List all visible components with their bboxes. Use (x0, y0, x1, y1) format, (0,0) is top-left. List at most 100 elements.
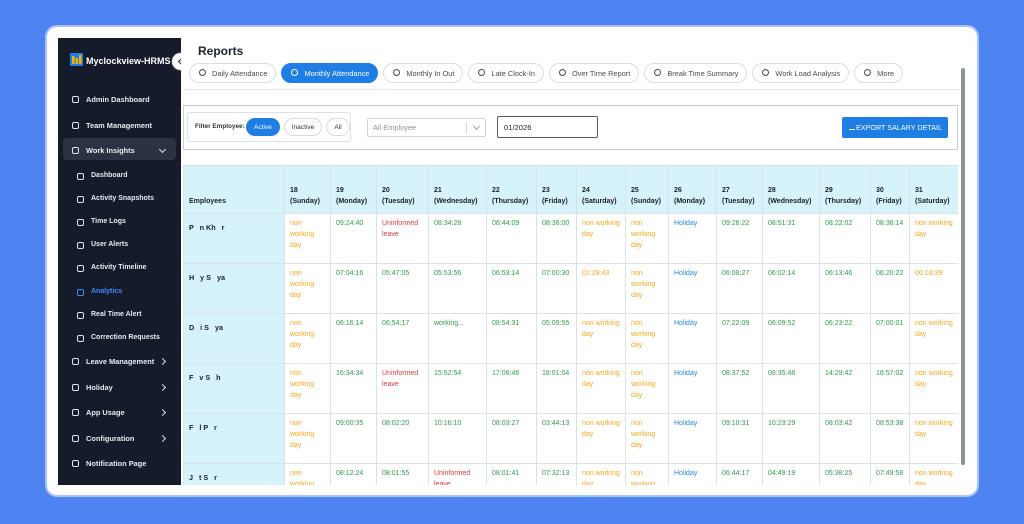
menu-item[interactable]: Notification Page (86, 459, 147, 469)
submenu-item[interactable]: Activity Timeline (91, 264, 147, 272)
attendance-cell: non working day (909, 463, 958, 485)
attendance-cell: 16:34:34 (330, 363, 377, 414)
filter-button[interactable]: Active (246, 118, 280, 136)
attendance-cell: 06:02:14 (762, 263, 820, 314)
header-cell: 28 (Wednesday) (762, 165, 820, 214)
tab[interactable]: Work Load Analysis (752, 63, 850, 83)
menu-item[interactable]: App Usage (86, 408, 125, 418)
header-weekday: (Tuesday) (382, 197, 415, 205)
attendance-cell: 07:32:13 (536, 463, 577, 485)
attendance-cell: 00:18:39 (909, 263, 958, 314)
attendance-cell: non working day (576, 413, 626, 464)
header-day: 30 (876, 187, 884, 194)
menu-item[interactable]: Work Insights (86, 146, 135, 155)
header-cell: Employees (183, 165, 285, 214)
menu-item[interactable]: Holiday (86, 382, 113, 392)
menu-item[interactable]: Admin Dashboard (86, 95, 150, 104)
header-weekday: (Monday) (336, 197, 368, 205)
header-weekday: (Monday) (674, 197, 706, 205)
attendance-cell: non working day (576, 313, 626, 364)
employee-select[interactable]: All Employee (367, 118, 486, 137)
header-cell: 21 (Wednesday) (428, 165, 487, 214)
filter-button[interactable]: All (326, 118, 350, 136)
attendance-cell: Uninformed leave (376, 363, 429, 414)
employee-name: P n Kh r (183, 213, 285, 264)
attendance-cell: 06:13:46 (819, 263, 871, 314)
month-value: 01/2026 (504, 122, 532, 132)
menu-item[interactable]: Team Management (86, 120, 152, 130)
header-cell: 30 (Friday) (870, 165, 910, 214)
header-day: 23 (542, 187, 550, 194)
attendance-cell: 01:28:43 (576, 263, 626, 314)
header-cell: 31 (Saturday) (909, 165, 958, 214)
attendance-cell: 06:44:17 (716, 463, 763, 485)
tab-icon (559, 69, 566, 76)
attendance-cell: non working day (576, 463, 626, 485)
month-input[interactable]: 01/2026 (497, 116, 598, 138)
select-value: All Employee (373, 123, 417, 132)
attendance-cell: Uninformed leave (376, 213, 429, 264)
menu-item[interactable]: Leave Management (86, 357, 155, 367)
attendance-cell: non working day (909, 413, 958, 464)
submenu-item[interactable]: Correction Requests (91, 333, 160, 341)
filter-bar: Filter Employee: Active Inactive All All E… (183, 105, 958, 150)
attendance-cell: non working day (625, 413, 669, 464)
attendance-cell: Holiday (668, 213, 717, 264)
export-button[interactable]: EXPORT SALARY DETAIL (842, 117, 948, 138)
submenu-item[interactable]: Time Logs (91, 217, 126, 225)
attendance-cell: 06:53:14 (486, 263, 537, 314)
menu-item[interactable]: Configuration (86, 433, 135, 443)
header-day: 26 (674, 187, 682, 194)
tab-icon (478, 69, 486, 76)
attendance-cell: 08:02:20 (376, 413, 429, 464)
tab[interactable]: Monthly Attendance (281, 63, 379, 83)
attendance-cell: Holiday (668, 413, 717, 464)
menu-icon (77, 311, 84, 319)
menu-icon (77, 172, 84, 180)
tab[interactable]: Daily Attendance (189, 63, 277, 83)
attendance-cell: non working day (625, 213, 669, 264)
submenu-item[interactable]: Activity Snapshots (91, 194, 155, 202)
tab[interactable]: Over Time Report (549, 63, 640, 83)
select-divider (466, 122, 467, 134)
header-cell: 18 (Sunday) (284, 165, 331, 214)
attendance-cell: non working day (284, 263, 331, 314)
header-day: 29 (825, 187, 833, 194)
submenu-item[interactable]: Real Time Alert (91, 310, 142, 318)
header-cell: 23 (Friday) (536, 165, 577, 214)
header-weekday: (Thursday) (825, 197, 862, 205)
attendance-cell: non working day (909, 213, 958, 264)
header-day: 27 (722, 187, 730, 194)
attendance-cell: 05:53:56 (428, 263, 487, 314)
tab[interactable]: Monthly In Out (383, 63, 464, 83)
employee-name: F l P r (183, 413, 285, 464)
submenu-item[interactable]: Dashboard (91, 171, 128, 179)
attendance-cell: 06:20:22 (870, 263, 910, 314)
header-day: 21 (434, 187, 442, 194)
attendance-cell: 10:23:29 (762, 413, 820, 464)
tab-icon (393, 69, 401, 76)
attendance-cell: 08:51:31 (762, 213, 820, 264)
attendance-cell: 07:00:30 (536, 263, 577, 314)
attendance-cell: 07:22:09 (716, 313, 763, 364)
header-cell: 29 (Thursday) (819, 165, 871, 214)
header-weekday: (Sunday) (631, 197, 661, 205)
table-row: H y S ya non working day 07:04:16 05:47:05 0… (183, 263, 958, 314)
tab[interactable]: Late Clock-In (468, 63, 544, 83)
menu-icon (77, 218, 84, 226)
attendance-cell: 18:01:04 (536, 363, 577, 414)
attendance-cell: 07:49:58 (870, 463, 910, 485)
download-icon (849, 123, 855, 130)
tab[interactable]: Break Time Summary (644, 63, 748, 83)
attendance-cell: non working day (576, 363, 626, 414)
tab[interactable]: More (854, 63, 904, 83)
filter-button[interactable]: Inactive (284, 118, 322, 136)
attendance-cell: 08:01:41 (486, 463, 537, 485)
header-row: Employees 18 (Sunday) 19 (Monday) 20 (Tuesday)… (183, 165, 958, 214)
menu-icon (77, 242, 84, 250)
submenu-item[interactable]: User Alerts (91, 241, 129, 249)
attendance-cell: non working day (909, 363, 958, 414)
submenu-item[interactable]: Analytics (91, 287, 123, 295)
scrollbar[interactable] (961, 68, 965, 465)
